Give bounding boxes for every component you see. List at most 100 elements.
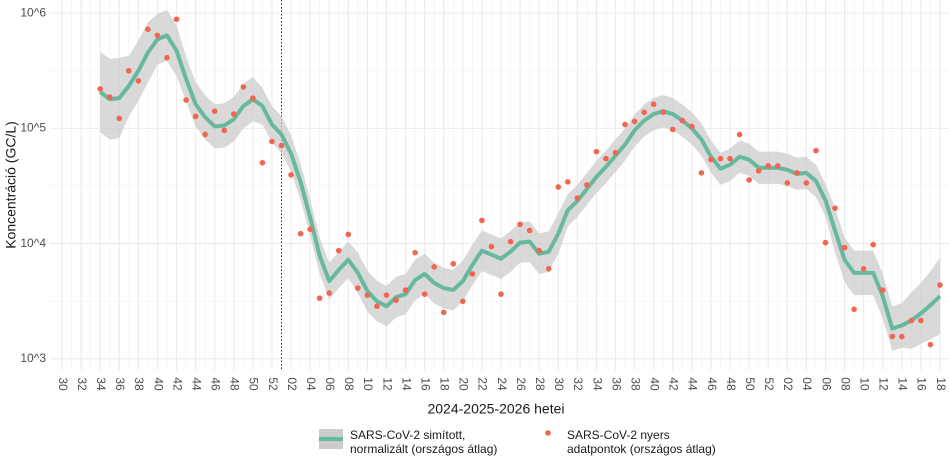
x-tick-label: 10 bbox=[361, 377, 375, 391]
data-point bbox=[612, 149, 619, 156]
legend-point bbox=[545, 430, 551, 436]
x-tick-label: 24 bbox=[495, 377, 509, 391]
data-point bbox=[154, 32, 161, 39]
x-tick-label: 38 bbox=[628, 377, 642, 391]
data-point bbox=[164, 54, 170, 61]
data-point bbox=[708, 156, 714, 163]
x-tick-label: 18 bbox=[438, 377, 452, 391]
data-point bbox=[250, 95, 256, 101]
x-tick-label: 48 bbox=[228, 377, 242, 391]
x-tick-label: 14 bbox=[399, 377, 413, 391]
x-tick-label: 08 bbox=[838, 377, 852, 391]
x-tick-label: 18 bbox=[934, 377, 948, 391]
data-point bbox=[698, 170, 705, 176]
data-point bbox=[832, 205, 838, 211]
data-point bbox=[841, 244, 848, 251]
data-point bbox=[746, 177, 752, 183]
data-point bbox=[574, 195, 581, 201]
x-tick-label: 44 bbox=[686, 377, 700, 391]
x-tick-label: 46 bbox=[705, 377, 719, 391]
x-tick-label: 50 bbox=[743, 377, 757, 391]
data-point bbox=[679, 117, 686, 124]
data-point bbox=[727, 155, 733, 162]
data-point bbox=[374, 303, 380, 310]
data-point bbox=[899, 333, 905, 340]
data-point bbox=[584, 182, 590, 188]
x-tick-label: 32 bbox=[571, 377, 585, 391]
data-point bbox=[355, 285, 361, 291]
data-point bbox=[593, 148, 600, 155]
data-point bbox=[603, 155, 609, 162]
data-point bbox=[870, 241, 876, 248]
data-point bbox=[135, 78, 142, 84]
data-point bbox=[183, 97, 189, 103]
data-point bbox=[918, 317, 924, 324]
data-point bbox=[736, 131, 743, 138]
data-point bbox=[259, 159, 266, 166]
data-point bbox=[784, 180, 791, 186]
x-tick-label: 30 bbox=[552, 377, 566, 391]
x-tick-label: 02 bbox=[285, 377, 299, 391]
data-point bbox=[393, 297, 399, 303]
data-point bbox=[755, 168, 762, 174]
x-tick-label: 08 bbox=[342, 377, 356, 391]
x-tick-label: 06 bbox=[323, 377, 337, 391]
data-point bbox=[345, 231, 352, 238]
data-point bbox=[97, 86, 103, 92]
data-point bbox=[230, 111, 237, 117]
data-point bbox=[469, 271, 476, 277]
data-point bbox=[498, 291, 504, 297]
x-tick-label: 48 bbox=[724, 377, 738, 391]
x-tick-label: 16 bbox=[915, 377, 929, 391]
data-point bbox=[307, 226, 313, 233]
x-tick-label: 04 bbox=[304, 377, 318, 391]
x-tick-label: 14 bbox=[896, 377, 910, 391]
x-tick-label: 32 bbox=[75, 377, 89, 391]
data-point bbox=[106, 94, 113, 100]
x-tick-label: 40 bbox=[151, 377, 165, 391]
data-point bbox=[431, 264, 437, 270]
data-point bbox=[202, 131, 208, 138]
data-point bbox=[488, 243, 495, 250]
data-point bbox=[316, 295, 323, 301]
x-tick-label: 44 bbox=[189, 377, 203, 391]
legend-key bbox=[545, 430, 551, 436]
x-tick-label: 10 bbox=[857, 377, 871, 391]
data-point bbox=[211, 108, 218, 114]
data-point bbox=[269, 138, 275, 145]
data-point bbox=[937, 282, 943, 288]
x-tick-label: 16 bbox=[418, 377, 432, 391]
data-point bbox=[517, 221, 523, 228]
y-tick-label: 10^4 bbox=[20, 236, 46, 250]
data-point bbox=[765, 163, 772, 169]
data-point bbox=[927, 341, 934, 348]
data-point bbox=[908, 317, 915, 324]
x-tick-label: 06 bbox=[819, 377, 833, 391]
data-point bbox=[822, 239, 829, 246]
x-tick-label: 36 bbox=[609, 377, 623, 391]
x-tick-label: 12 bbox=[877, 377, 891, 391]
data-point bbox=[555, 184, 562, 190]
data-point bbox=[460, 298, 466, 305]
x-tick-label: 20 bbox=[457, 377, 471, 391]
data-point bbox=[774, 163, 781, 169]
x-tick-label: 34 bbox=[94, 377, 108, 391]
data-point bbox=[536, 247, 542, 254]
data-point bbox=[717, 155, 724, 162]
x-tick-label: 42 bbox=[170, 377, 184, 391]
data-point bbox=[173, 16, 180, 23]
x-tick-label: 04 bbox=[800, 377, 814, 391]
data-point bbox=[335, 247, 342, 254]
data-point bbox=[326, 290, 333, 296]
data-point bbox=[116, 115, 123, 122]
y-tick-label: 10^3 bbox=[20, 351, 46, 365]
data-point bbox=[526, 227, 533, 234]
x-tick-label: 50 bbox=[247, 377, 261, 391]
data-point bbox=[402, 287, 409, 293]
data-point bbox=[622, 121, 628, 128]
x-tick-label: 02 bbox=[781, 377, 795, 391]
y-tick-label: 10^5 bbox=[20, 121, 46, 135]
x-tick-label: 22 bbox=[476, 377, 490, 391]
data-point bbox=[297, 230, 304, 237]
